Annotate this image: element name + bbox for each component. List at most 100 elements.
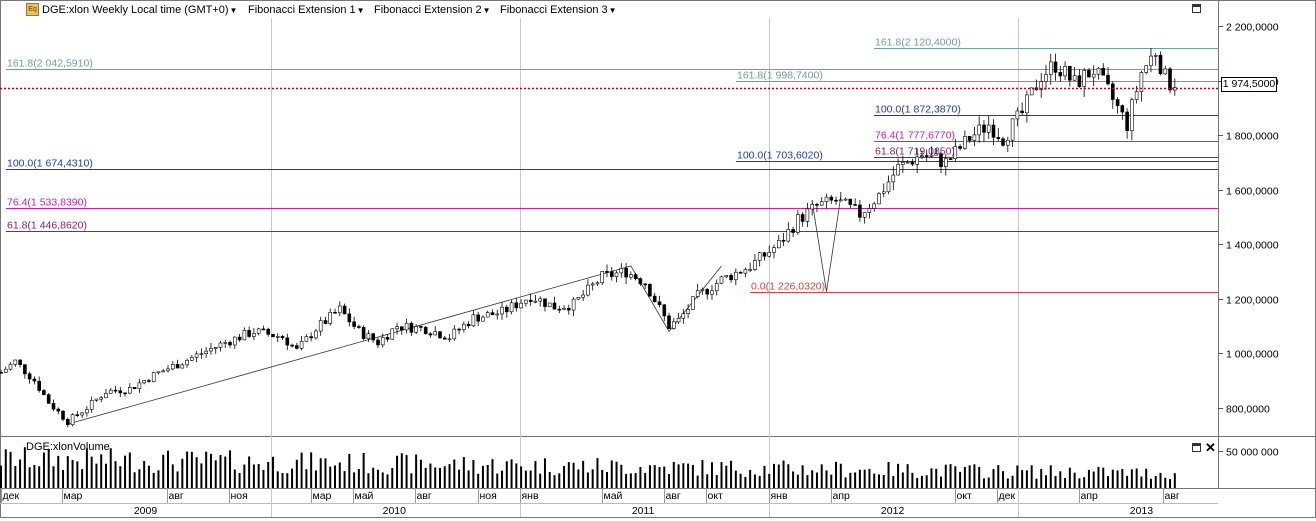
candle-body [681, 313, 686, 319]
candle-body [815, 204, 819, 206]
candle-body [1163, 68, 1168, 75]
candle-body [586, 284, 590, 296]
close-volume-panel-button[interactable]: ✕ [1205, 440, 1216, 455]
candle-body [23, 364, 27, 375]
candle-body [466, 323, 471, 327]
indicator-menu-fib-2[interactable]: Fibonacci Extension 2▼ [374, 3, 491, 17]
candle-body [657, 301, 662, 306]
indicator-menu-fib-1[interactable]: Fibonacci Extension 1▼ [248, 3, 365, 17]
trend-line [67, 265, 722, 425]
maximize-volume-panel-button[interactable] [1192, 443, 1201, 452]
chart-settings-icon[interactable]: Eq [26, 3, 39, 16]
fibonacci-level-label: 61.8(1 719,0850) [875, 146, 955, 158]
candle-body [204, 350, 208, 355]
candle-body [934, 153, 939, 156]
candle-body [705, 289, 710, 295]
candle-body [509, 302, 514, 313]
month-label: окт [708, 490, 724, 502]
candle-body [581, 294, 585, 298]
candle-body [371, 333, 376, 341]
candle-body [395, 326, 399, 330]
candle-body [929, 154, 934, 157]
candle-body [113, 389, 118, 392]
candle-body [796, 214, 800, 233]
candle-body [266, 328, 271, 335]
candle-body [963, 136, 967, 149]
candle-body [304, 336, 309, 342]
candle-body [237, 336, 242, 341]
candle-body [614, 272, 619, 277]
candle-body [686, 309, 690, 314]
month-label: ноя [480, 490, 497, 502]
candle-body [185, 359, 189, 366]
month-label: мар [64, 490, 83, 502]
candle-body [800, 214, 805, 222]
month-label: ноя [231, 490, 248, 502]
candle-body [1158, 54, 1163, 75]
candle-body [457, 328, 461, 331]
year-label: 2009 [134, 505, 158, 517]
candle-body [290, 344, 294, 347]
fibonacci-level-label: 100.0(1 703,6020) [737, 150, 823, 162]
maximize-price-panel-button[interactable] [1192, 4, 1201, 13]
candle-body [137, 382, 142, 389]
year-label: 2010 [383, 505, 407, 517]
candle-body [643, 283, 648, 286]
candle-body [442, 337, 447, 340]
candle-body [42, 390, 46, 395]
candle-body [1106, 74, 1110, 85]
candle-body [419, 326, 423, 328]
candle-body [571, 298, 576, 311]
candle-body [1077, 75, 1082, 87]
y-tick-label: 800,0000 [1226, 404, 1270, 416]
candle-body [1111, 83, 1115, 100]
candle-body [171, 363, 175, 370]
candle-body [1072, 75, 1077, 81]
indicator-menu-fib-3[interactable]: Fibonacci Extension 3▼ [500, 3, 617, 17]
candle-body [667, 315, 671, 329]
candle-body [724, 274, 729, 278]
candle-body [943, 158, 948, 168]
month-label: янв [771, 490, 788, 502]
candle-body [242, 330, 247, 341]
candle-body [886, 181, 891, 193]
candle-body [151, 372, 156, 382]
candle-body [810, 204, 815, 210]
candle-body [256, 328, 261, 334]
candle-body [4, 368, 8, 373]
symbol-selector[interactable]: DGE:xlon Weekly Local time (GMT+0)▼ [42, 3, 237, 17]
candle-body [972, 134, 977, 141]
candle-body [476, 314, 481, 322]
symbol-label: DGE:xlon Weekly Local time (GMT+0) [42, 4, 229, 16]
candle-body [500, 306, 504, 315]
y-tick-label: 1 000,0000 [1226, 349, 1279, 361]
month-label: апр [1081, 490, 1099, 502]
candle-body [915, 156, 920, 165]
candle-body [223, 341, 228, 344]
candle-body [80, 412, 84, 416]
candle-body [781, 240, 786, 242]
candle-body [175, 363, 180, 369]
candle-body [337, 305, 342, 314]
month-label: авг [417, 490, 432, 502]
candle-body [772, 247, 776, 253]
candle-body [867, 208, 872, 213]
candle-body [576, 296, 581, 300]
candle-body [629, 274, 633, 278]
candle-body [543, 298, 547, 307]
month-label: янв [522, 490, 539, 502]
candle-body [552, 302, 557, 310]
month-label: май [604, 490, 623, 502]
candle-body [600, 271, 605, 284]
candle-body [404, 322, 409, 331]
candle-body [261, 328, 266, 331]
candle-body [190, 356, 194, 361]
candle-body [56, 408, 61, 412]
candle-body [1115, 99, 1120, 106]
candle-body [524, 299, 528, 304]
candle-body [447, 338, 452, 341]
candle-body [495, 313, 500, 316]
candle-body [1130, 99, 1134, 131]
candle-body [428, 333, 433, 336]
volume-panel-title: DGE:xlonVolume [26, 441, 110, 453]
